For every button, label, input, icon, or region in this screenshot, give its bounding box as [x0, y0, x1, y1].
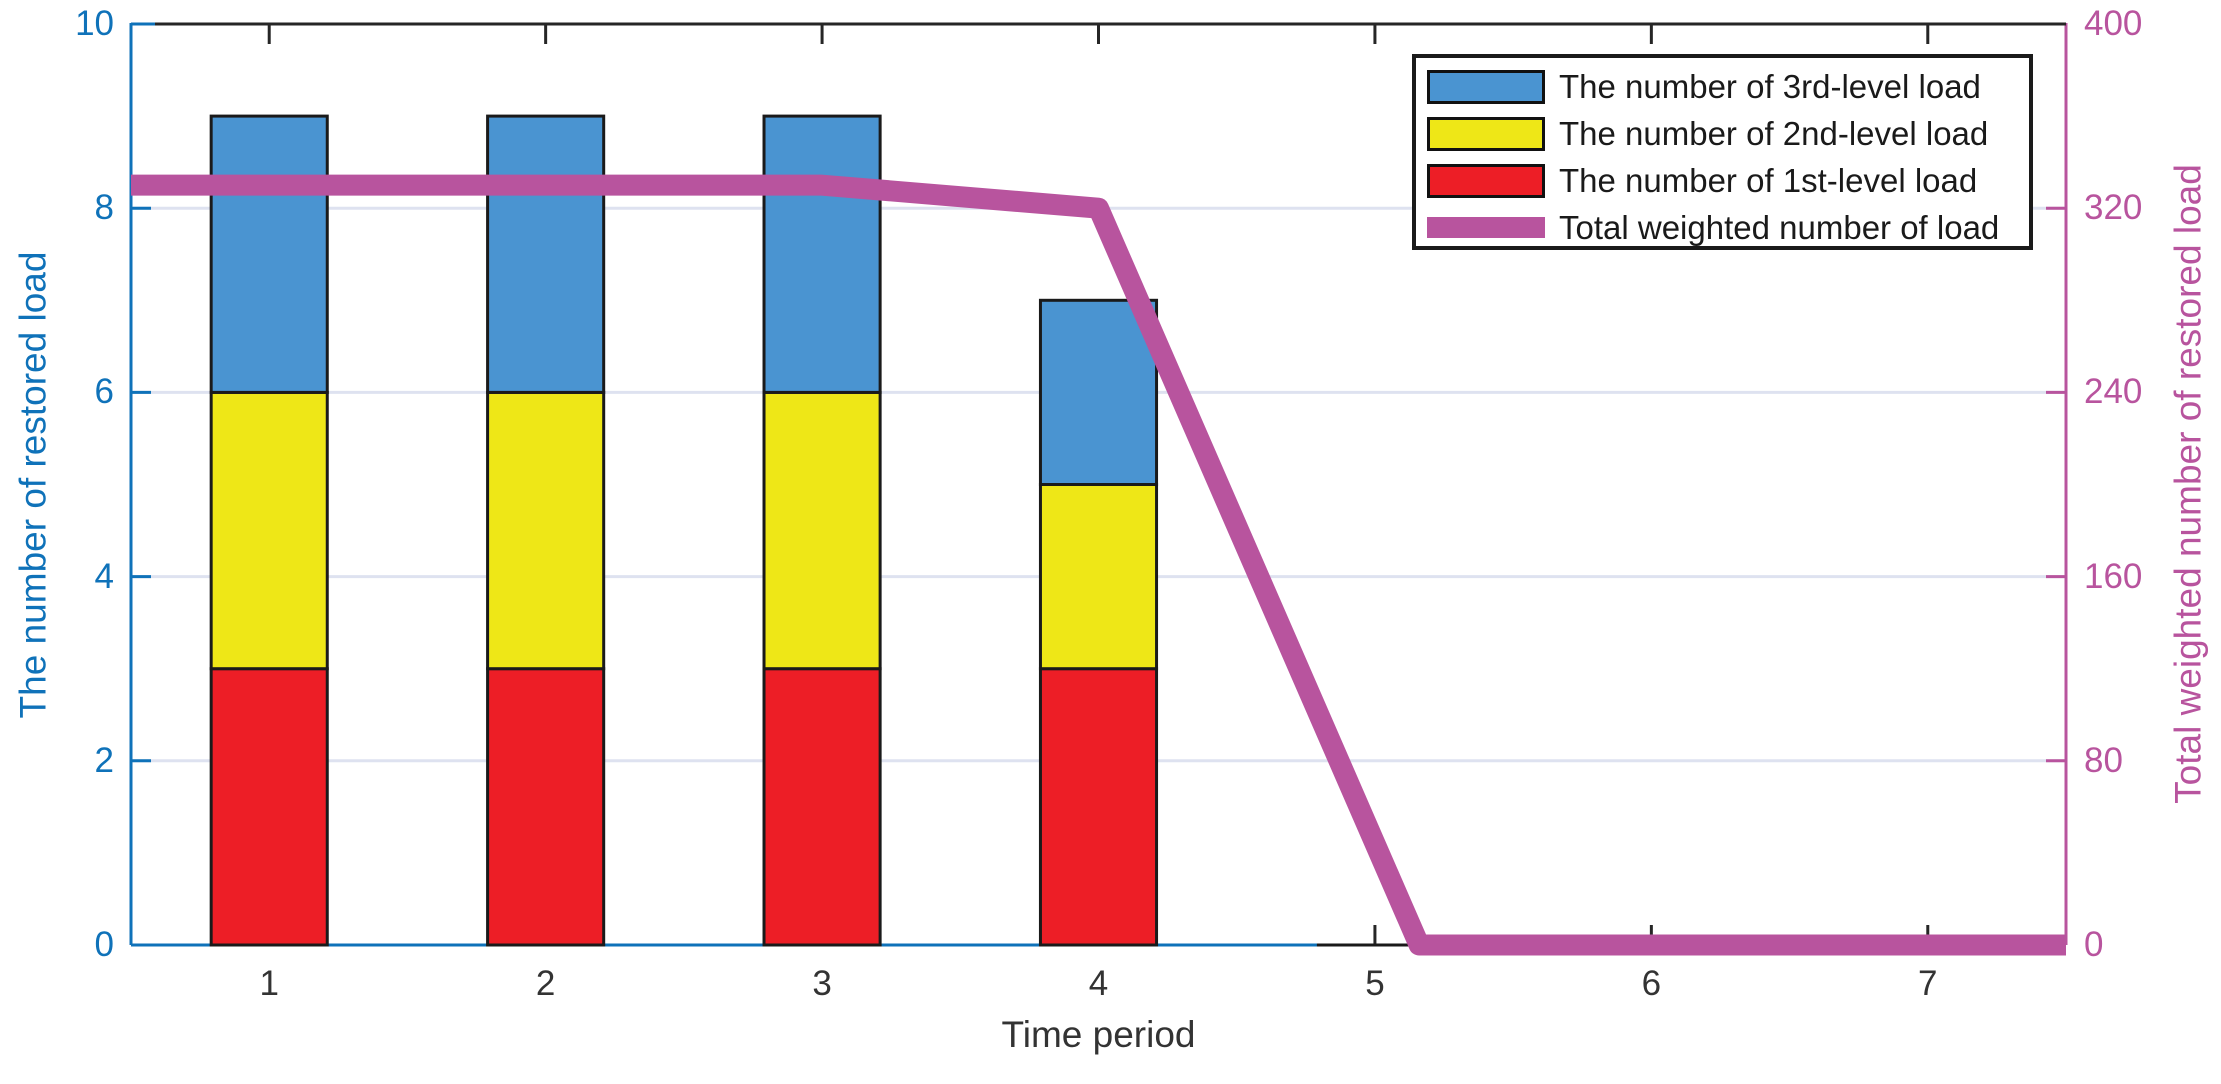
left-axis-tick-label: 4: [94, 556, 114, 596]
bar-segment: [1038, 483, 1159, 671]
legend-label: The number of 1st-level load: [1559, 161, 1978, 199]
right-y-axis-title: Total weighted number of restored load: [2167, 164, 2209, 804]
legend-line-swatch: [1427, 217, 1545, 238]
left-axis-tick-label: 10: [75, 4, 114, 43]
bar-segment: [762, 390, 882, 671]
legend-bar-swatch: [1427, 69, 1545, 104]
legend-row: The number of 2nd-level load: [1416, 110, 2029, 157]
x-axis-tick-label: 4: [1088, 964, 1109, 1003]
right-axis-tick-label: 240: [2084, 372, 2143, 412]
legend-row: The number of 3rd-level load: [1416, 63, 2029, 110]
total-weighted-line: [131, 174, 2066, 956]
bar-segment: [209, 390, 329, 671]
bar-segment: [486, 667, 606, 947]
left-y-axis-title: The number of restored load: [12, 251, 54, 719]
bar-segment: [209, 667, 329, 947]
left-axis-tick-label: 2: [94, 740, 114, 780]
legend-label: The number of 2nd-level load: [1559, 114, 1989, 152]
right-axis-tick-label: 160: [2084, 556, 2143, 596]
x-axis-tick-label: 7: [1918, 964, 1938, 1003]
x-axis-tick-label: 1: [259, 964, 279, 1003]
x-axis-tick-label: 5: [1365, 964, 1385, 1003]
right-axis-tick-label: 400: [2084, 4, 2143, 43]
right-axis-tick-label: 0: [2084, 925, 2104, 964]
x-axis-tick-label: 6: [1641, 964, 1662, 1003]
legend-bar-swatch: [1427, 163, 1545, 198]
left-axis-tick-label: 6: [94, 372, 114, 412]
x-axis-tick-label: 2: [535, 964, 556, 1003]
legend-label: The number of 3rd-level load: [1559, 67, 1981, 105]
bar-segment: [486, 114, 606, 394]
legend-box: The number of 3rd-level load The number o…: [1412, 54, 2033, 250]
left-axis-tick-label: 0: [94, 925, 114, 964]
legend-bar-swatch: [1427, 116, 1545, 151]
bar-segment: [762, 114, 882, 394]
bar-segment: [1038, 667, 1159, 947]
bar-segment: [209, 114, 329, 394]
x-axis-title: Time period: [1001, 1014, 1196, 1055]
right-axis-tick-label: 320: [2084, 188, 2143, 228]
bar-segment: [1038, 298, 1159, 486]
left-axis-tick-label: 8: [94, 188, 114, 228]
legend-row: Total weighted number of load: [1416, 204, 2029, 251]
x-axis-tick-label: 3: [812, 964, 832, 1003]
right-axis-tick-label: 80: [2084, 740, 2123, 780]
legend-label: Total weighted number of load: [1559, 208, 2000, 246]
legend-row: The number of 1st-level load: [1416, 157, 2029, 204]
bar-segment: [762, 667, 882, 947]
bar-segment: [486, 390, 606, 671]
